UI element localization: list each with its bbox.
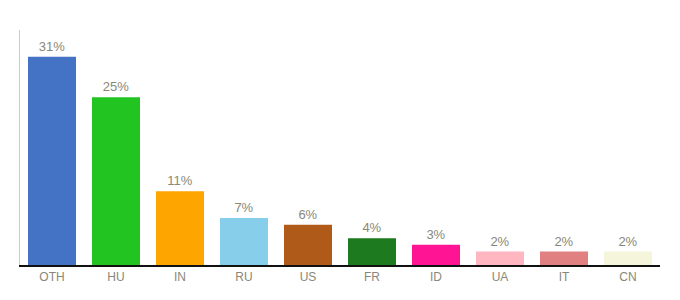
svg-text:ID: ID bbox=[430, 270, 442, 284]
svg-text:US: US bbox=[300, 270, 317, 284]
svg-text:OTH: OTH bbox=[39, 270, 64, 284]
svg-text:2%: 2% bbox=[618, 234, 637, 249]
svg-text:HU: HU bbox=[107, 270, 124, 284]
svg-text:31%: 31% bbox=[39, 39, 65, 54]
svg-text:RU: RU bbox=[235, 270, 252, 284]
svg-text:11%: 11% bbox=[167, 173, 192, 188]
svg-text:4%: 4% bbox=[362, 220, 381, 235]
svg-text:2%: 2% bbox=[554, 234, 573, 249]
svg-text:6%: 6% bbox=[298, 207, 317, 222]
svg-text:UA: UA bbox=[492, 270, 509, 284]
svg-text:FR: FR bbox=[364, 270, 380, 284]
svg-text:25%: 25% bbox=[103, 79, 129, 94]
svg-text:CN: CN bbox=[619, 270, 636, 284]
svg-text:2%: 2% bbox=[490, 234, 509, 249]
svg-text:IN: IN bbox=[174, 270, 186, 284]
svg-text:7%: 7% bbox=[234, 200, 253, 215]
svg-text:3%: 3% bbox=[426, 227, 445, 242]
svg-text:IT: IT bbox=[559, 270, 570, 284]
